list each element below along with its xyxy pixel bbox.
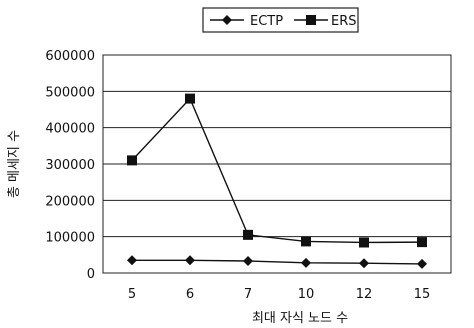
data-point-ers (359, 237, 369, 248)
series-line-ectp (132, 259, 423, 265)
x-tick-label: 6 (186, 287, 194, 302)
x-tick-label: 5 (128, 287, 136, 302)
x-axis-title: 최대 자식 노드 수 (252, 311, 348, 326)
legend-diamond-marker (222, 15, 232, 25)
series-line-ers (131, 97, 423, 244)
data-point-ers (185, 93, 195, 104)
data-point-ers (243, 229, 253, 240)
legend-entry-ectp: ECTP (210, 14, 283, 29)
legend-label-ers: ERS (331, 14, 357, 29)
y-tick-label: 500000 (45, 85, 95, 100)
data-point-ectp (127, 255, 137, 266)
legend-square-marker (306, 15, 316, 25)
data-point-ectp (243, 256, 253, 267)
y-axis-title: 총 메세지 수 (7, 130, 22, 198)
legend: ECTP ERS (202, 7, 359, 33)
y-tick-label: 600000 (45, 49, 95, 64)
gridlines (103, 90, 451, 238)
legend-label-ectp: ECTP (250, 14, 283, 29)
y-tick-label: 400000 (45, 122, 95, 137)
x-tick-label: 12 (356, 287, 373, 302)
y-tick-label: 100000 (45, 231, 95, 246)
data-point-ers (301, 236, 311, 247)
x-axis-ticks: 5 6 7 10 12 15 (128, 287, 430, 302)
series-markers (127, 93, 427, 269)
data-point-ectp (359, 258, 369, 269)
data-point-ers (127, 155, 137, 166)
data-point-ectp (417, 258, 427, 269)
y-axis-ticks: 0 100000 200000 300000 400000 500000 600000 (45, 49, 95, 282)
data-point-ectp (301, 257, 311, 268)
series-lines (131, 97, 423, 265)
x-tick-label: 7 (244, 287, 252, 302)
y-tick-label: 0 (87, 267, 95, 282)
x-tick-label: 15 (414, 287, 431, 302)
y-tick-label: 300000 (45, 158, 95, 173)
data-point-ers (417, 237, 427, 248)
x-tick-label: 10 (298, 287, 315, 302)
data-point-ectp (185, 255, 195, 266)
y-tick-label: 200000 (45, 194, 95, 209)
legend-entry-ers: ERS (294, 14, 357, 29)
